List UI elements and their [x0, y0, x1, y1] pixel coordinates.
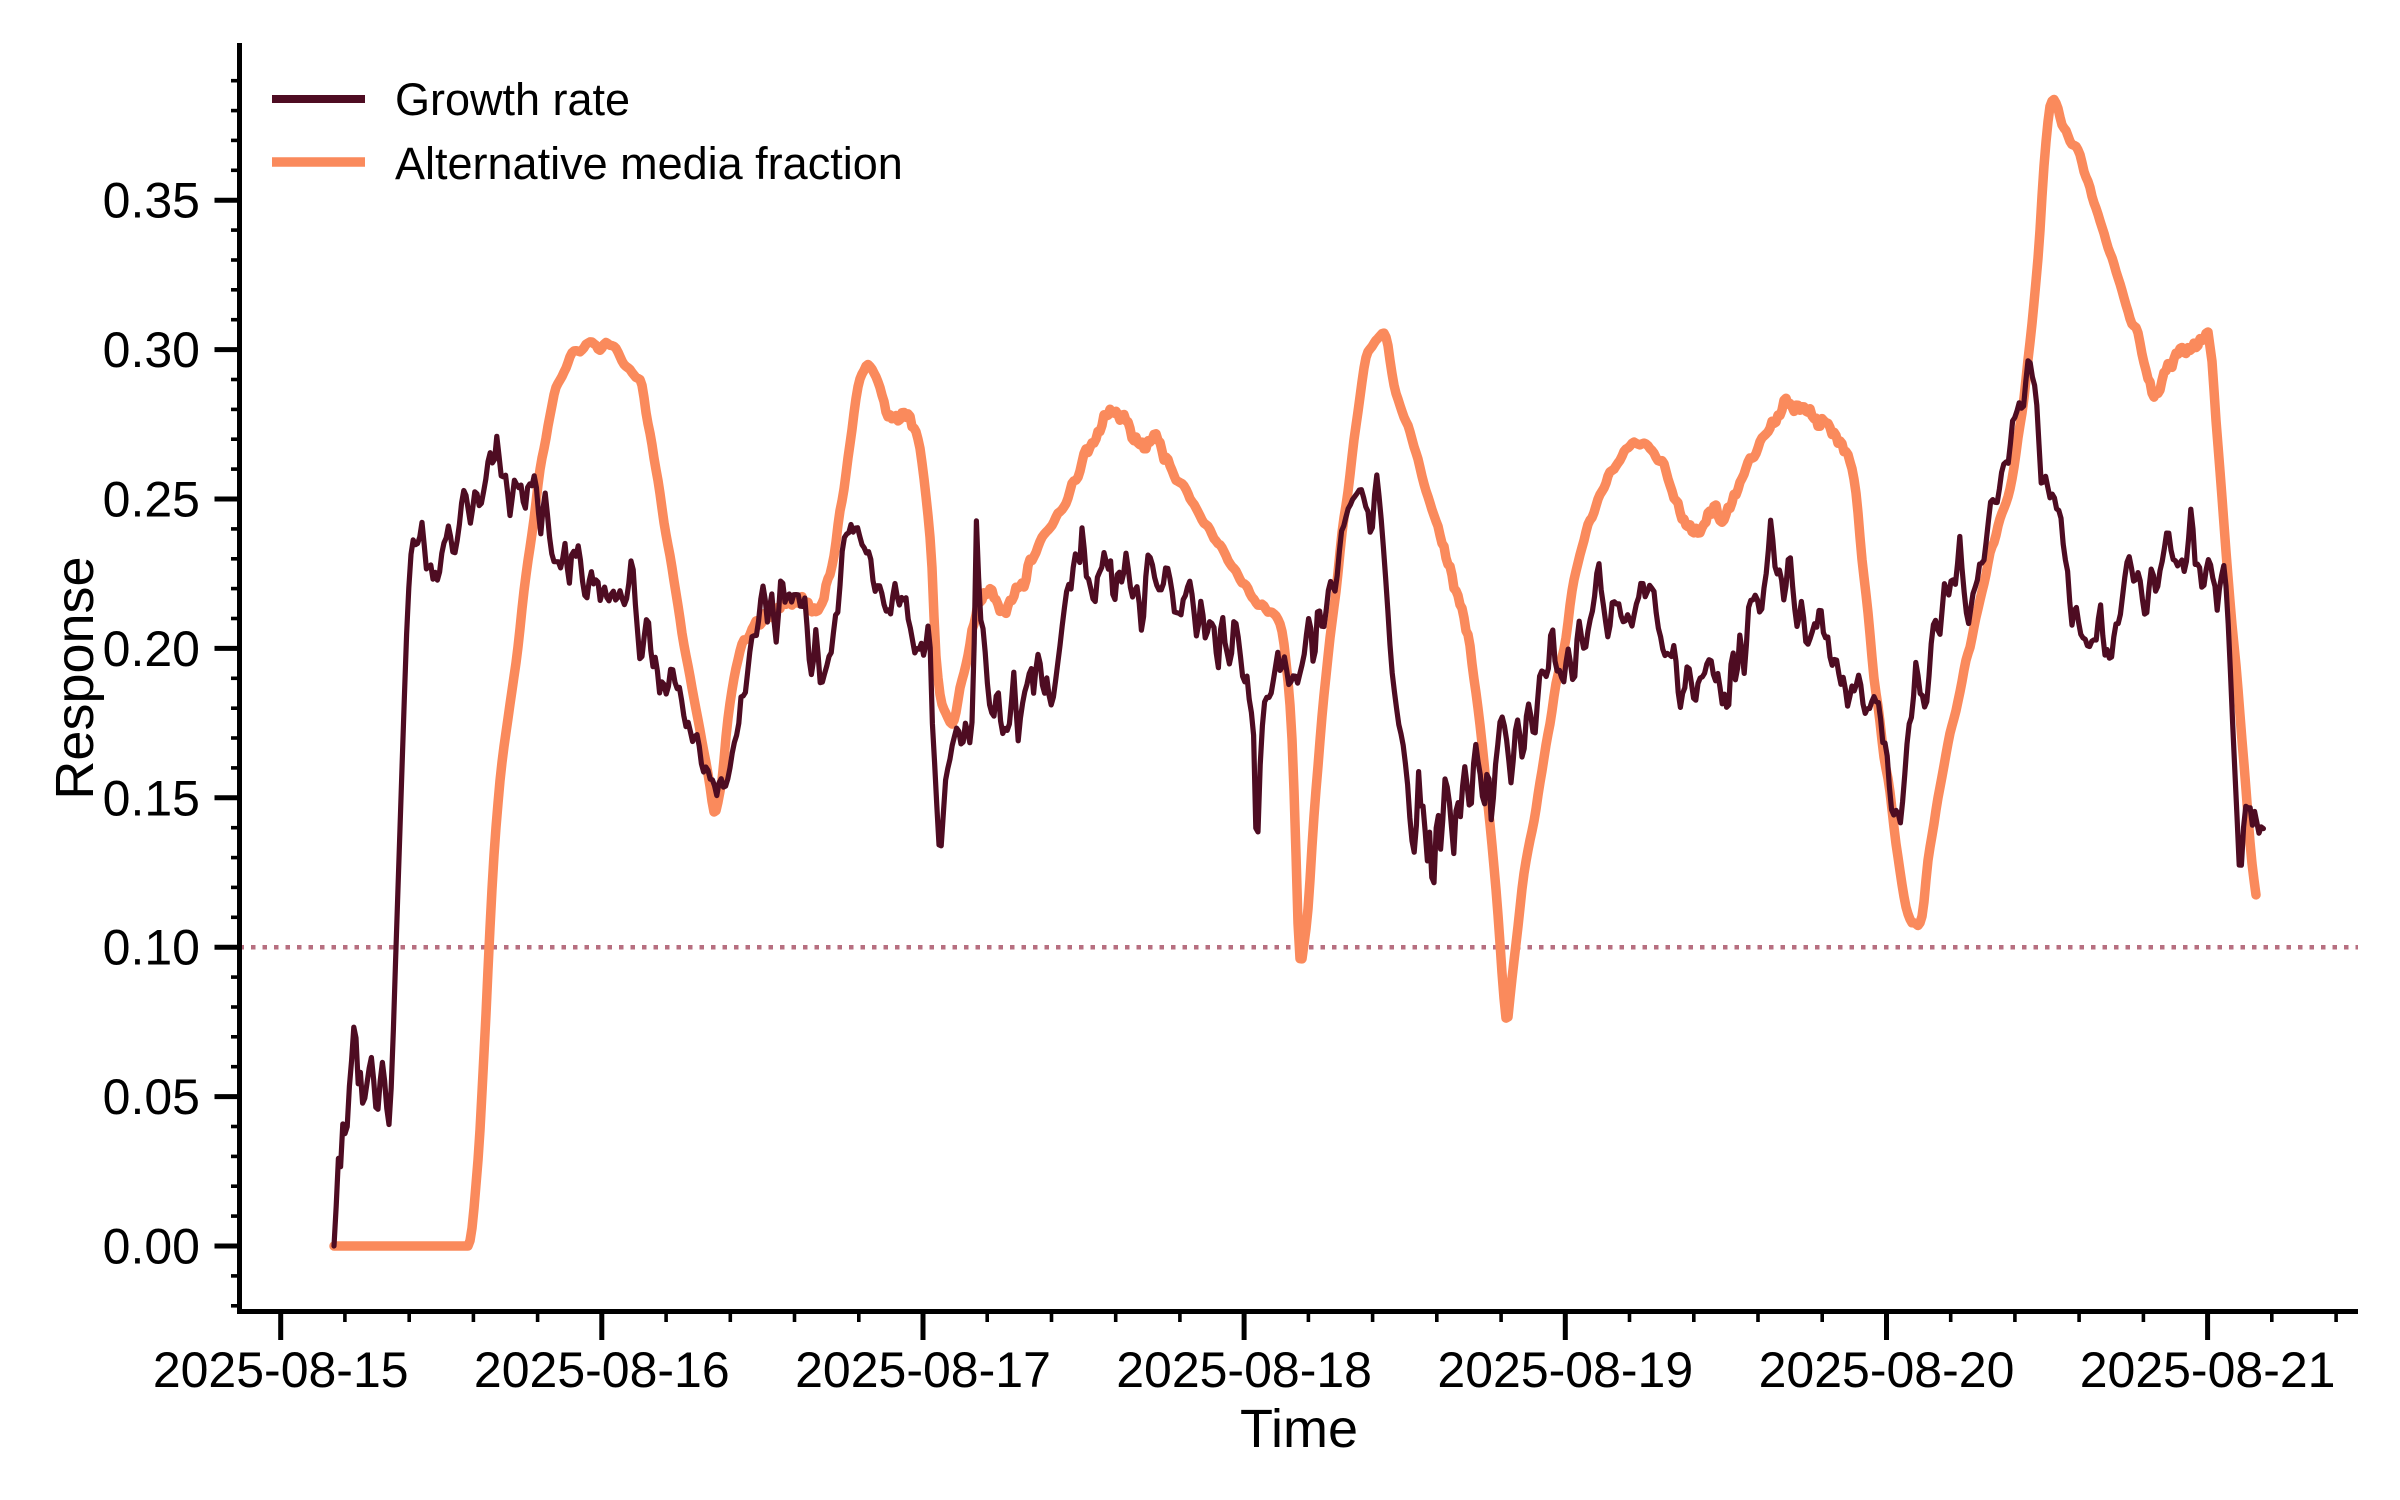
- svg-text:0.00: 0.00: [103, 1219, 200, 1275]
- svg-text:Time: Time: [1240, 1399, 1358, 1459]
- svg-text:0.25: 0.25: [103, 472, 200, 528]
- svg-text:2025-08-19: 2025-08-19: [1437, 1342, 1693, 1398]
- svg-text:0.15: 0.15: [103, 770, 200, 826]
- svg-text:2025-08-16: 2025-08-16: [474, 1342, 730, 1398]
- svg-text:0.20: 0.20: [103, 621, 200, 677]
- svg-text:Alternative media fraction: Alternative media fraction: [395, 138, 903, 189]
- svg-text:2025-08-18: 2025-08-18: [1116, 1342, 1372, 1398]
- svg-text:Response: Response: [45, 556, 105, 799]
- svg-text:2025-08-15: 2025-08-15: [153, 1342, 409, 1398]
- svg-text:Growth rate: Growth rate: [395, 74, 630, 125]
- svg-text:0.05: 0.05: [103, 1069, 200, 1125]
- svg-text:2025-08-21: 2025-08-21: [2080, 1342, 2336, 1398]
- svg-text:0.35: 0.35: [103, 173, 200, 229]
- svg-text:0.30: 0.30: [103, 322, 200, 378]
- svg-text:0.10: 0.10: [103, 920, 200, 976]
- svg-text:2025-08-17: 2025-08-17: [795, 1342, 1051, 1398]
- svg-text:2025-08-20: 2025-08-20: [1759, 1342, 2015, 1398]
